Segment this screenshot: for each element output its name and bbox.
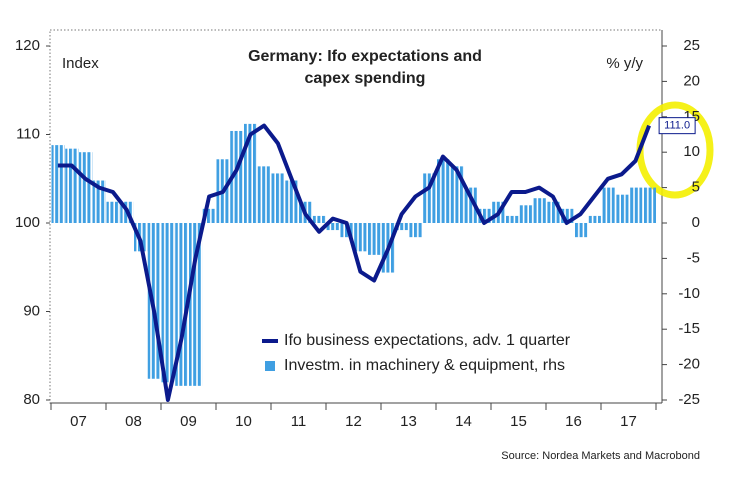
bar: [409, 223, 423, 238]
y2-tick-label: 5: [692, 179, 700, 196]
chart-subtitle: capex spending: [305, 70, 426, 87]
bar: [189, 223, 203, 386]
y-tick-label: 80: [23, 391, 40, 408]
x-tick-label: 09: [180, 413, 197, 430]
bar: [230, 130, 244, 223]
y-tick-label: 100: [15, 214, 40, 231]
source: Source: Nordea Markets and Macrobond: [501, 450, 700, 462]
bar: [65, 148, 79, 223]
y-tick-label: 110: [16, 125, 40, 142]
legend-swatch: [265, 361, 275, 371]
bar: [312, 215, 326, 223]
legend-label: Investm. in machinery & equipment, rhs: [284, 357, 565, 374]
bar: [92, 180, 106, 223]
bar: [505, 215, 519, 223]
y-tick-label: 90: [23, 302, 40, 319]
y2-tick-label: -5: [687, 249, 700, 266]
bar: [271, 173, 285, 223]
y2-tick-label: 0: [692, 214, 700, 231]
y2-tick-label: -25: [678, 391, 700, 408]
bar: [395, 223, 409, 231]
bar: [106, 201, 120, 223]
bar: [367, 223, 381, 255]
value-label: 111.0: [664, 120, 690, 132]
y2-tick-label: -10: [678, 285, 700, 302]
y2-tick-label: -15: [678, 320, 700, 337]
bar: [436, 159, 450, 223]
bar: [464, 187, 478, 223]
bar: [587, 215, 601, 223]
x-tick-label: 12: [345, 413, 362, 430]
x-tick-label: 07: [70, 413, 87, 430]
bar: [601, 187, 615, 223]
bar: [51, 145, 65, 223]
bar: [326, 223, 340, 231]
bar: [161, 223, 175, 383]
x-tick-label: 14: [455, 413, 472, 430]
value-label-box: [658, 117, 696, 135]
x-tick-label: 08: [125, 413, 142, 430]
bar: [615, 194, 629, 223]
y-axis-label: Index: [62, 55, 99, 72]
bar: [450, 166, 464, 223]
bar: [422, 173, 436, 223]
x-tick-label: 15: [510, 413, 527, 430]
line: [57, 123, 651, 402]
x-tick-label: 17: [620, 413, 637, 430]
y2-tick-label: 25: [683, 37, 700, 54]
x-tick-label: 13: [400, 413, 417, 430]
y2-tick-label: 20: [683, 72, 700, 89]
y-tick-label: 120: [15, 37, 40, 54]
legend-label: Ifo business expectations, adv. 1 quarte…: [284, 332, 571, 349]
bar: [257, 166, 271, 223]
x-tick-label: 11: [291, 413, 307, 430]
bar: [629, 187, 643, 223]
bar: [574, 223, 588, 238]
y2-tick-label: 10: [683, 143, 700, 160]
bar: [79, 152, 93, 223]
bar: [519, 205, 533, 223]
y2-tick-label: -20: [678, 356, 700, 373]
bar: [244, 123, 258, 223]
bar: [354, 223, 368, 252]
chart-title: Germany: Ifo expectations and: [248, 48, 482, 65]
x-tick-label: 16: [565, 413, 582, 430]
x-tick-label: 10: [235, 413, 252, 430]
bar: [642, 187, 656, 223]
y2-axis-label: % y/y: [606, 55, 643, 72]
bar: [532, 198, 546, 223]
